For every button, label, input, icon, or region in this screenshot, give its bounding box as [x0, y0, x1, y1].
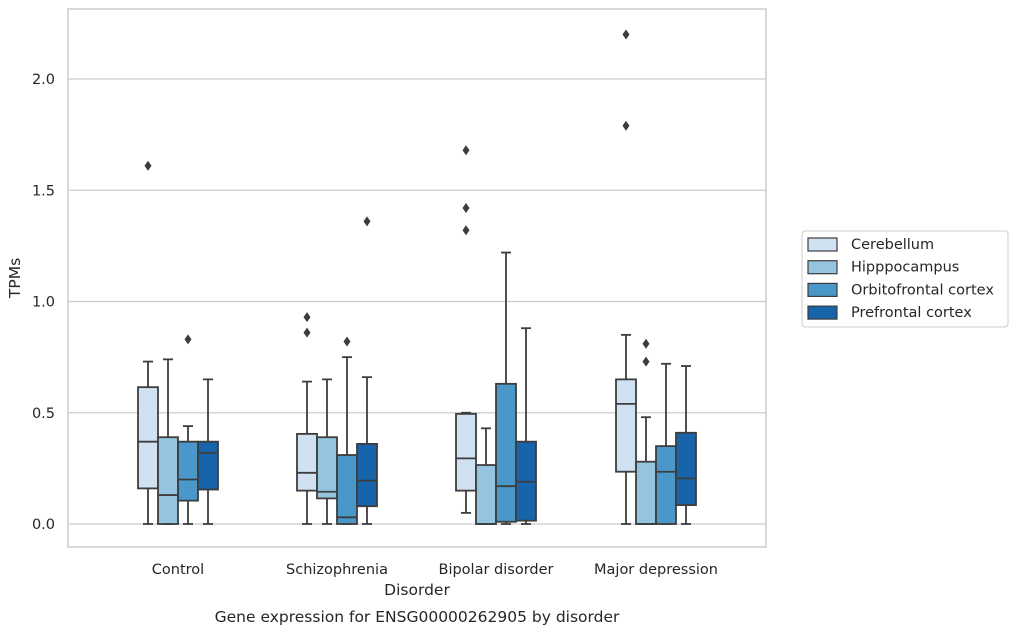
box-prefrontal-cortex — [515, 327, 537, 525]
box-iqr — [336, 454, 358, 525]
legend-swatch — [807, 237, 838, 252]
box-iqr — [157, 436, 179, 525]
box-iqr — [455, 412, 477, 492]
box-hipppocampus — [316, 378, 338, 525]
box-hipppocampus — [157, 358, 179, 525]
chart-caption: Gene expression for ENSG00000262905 by d… — [215, 608, 620, 626]
y-tick-label: 1.0 — [32, 295, 55, 311]
x-axis-title: Disorder — [384, 581, 450, 599]
box-prefrontal-cortex — [356, 216, 378, 525]
legend-label: Hipppocampus — [851, 260, 959, 276]
box-prefrontal-cortex — [197, 378, 219, 525]
box-iqr — [177, 440, 199, 502]
x-tick-label: Major depression — [594, 562, 718, 578]
y-tick-label: 0.5 — [32, 406, 55, 422]
outlier-point — [363, 216, 371, 227]
box-iqr — [475, 464, 497, 525]
box-orbitofrontal-cortex — [336, 336, 358, 525]
x-tick-label: Bipolar disorder — [439, 562, 554, 578]
box-iqr — [635, 460, 657, 525]
outlier-point — [343, 336, 351, 347]
box-iqr — [316, 436, 338, 500]
y-tick-labels: 0.0 0.5 1.0 1.5 2.0 — [32, 72, 55, 533]
box-iqr — [137, 386, 159, 490]
box-iqr — [615, 378, 637, 473]
box-cerebellum — [137, 160, 159, 525]
legend-label: Orbitofrontal cortex — [851, 282, 994, 298]
x-tick-label: Control — [152, 562, 204, 578]
y-axis-title: TPMs — [6, 258, 24, 299]
legend-label: Prefrontal cortex — [851, 305, 972, 321]
legend: Cerebellum Hipppocampus Orbitofrontal cort… — [801, 230, 1009, 328]
box-orbitofrontal-cortex — [655, 362, 677, 525]
box-orbitofrontal-cortex — [177, 334, 199, 525]
y-tick-label: 0.0 — [32, 517, 55, 533]
box-iqr — [655, 445, 677, 525]
outlier-point — [622, 120, 630, 131]
outlier-point — [642, 356, 650, 367]
outlier-point — [462, 225, 470, 236]
box-iqr — [495, 382, 517, 523]
box-iqr — [356, 442, 378, 508]
outlier-point — [184, 334, 192, 345]
box-hipppocampus — [475, 427, 497, 525]
box-orbitofrontal-cortex — [495, 251, 517, 525]
outlier-point — [642, 338, 650, 349]
box-cerebellum — [296, 312, 318, 525]
y-tick-label: 2.0 — [32, 72, 55, 88]
legend-box — [801, 230, 1009, 328]
legend-swatch — [807, 260, 838, 275]
x-tick-label: Schizophrenia — [286, 562, 388, 578]
outlier-point — [144, 160, 152, 171]
y-tick-label: 1.5 — [32, 183, 55, 199]
outlier-point — [462, 203, 470, 214]
outlier-point — [622, 29, 630, 40]
box-prefrontal-cortex — [675, 365, 697, 525]
outlier-point — [462, 145, 470, 156]
legend-label: Cerebellum — [851, 237, 934, 253]
box-iqr — [675, 431, 697, 506]
box-cerebellum — [455, 145, 477, 514]
outlier-point — [303, 327, 311, 338]
box-cerebellum — [615, 29, 637, 525]
outlier-point — [303, 312, 311, 323]
legend-swatch — [807, 282, 838, 297]
legend-swatch — [807, 305, 838, 320]
box-iqr — [197, 440, 219, 491]
x-tick-labels: Control Schizophrenia Bipolar disorder Majo… — [152, 562, 718, 578]
box-iqr — [296, 432, 318, 492]
box-layer — [137, 29, 697, 525]
box-hipppocampus — [635, 338, 657, 525]
axes-frame — [67, 8, 767, 548]
